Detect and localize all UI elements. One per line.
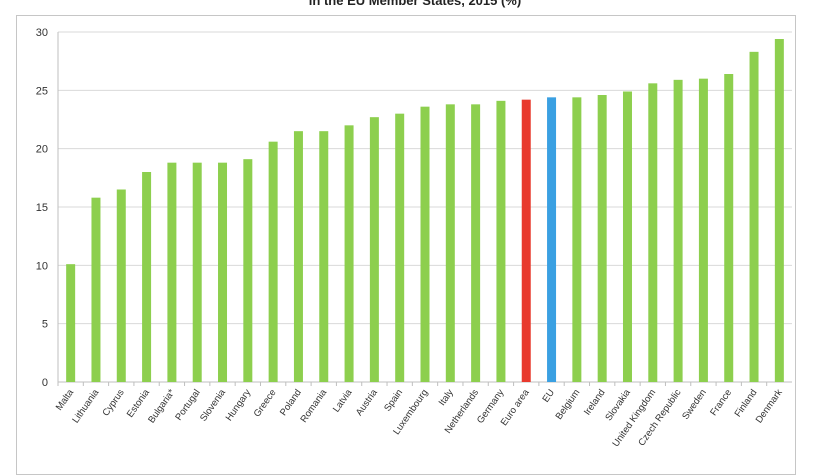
x-tick-label: Malta [54,387,77,413]
y-tick-label: 15 [36,202,48,214]
bar [319,131,329,382]
bar [243,159,253,382]
bar [445,104,455,382]
x-tick-label: Poland [278,387,304,418]
bar [597,95,607,382]
x-tick-label: Lithuania [70,387,102,425]
x-tick-label: Austria [354,387,380,418]
bar [218,162,228,382]
x-tick-label: France [708,387,734,418]
bar [293,131,303,382]
x-tick-label: Cyprus [100,387,126,418]
x-tick-label: Hungary [224,387,254,423]
bar [496,100,506,382]
x-tick-label: Latvia [331,387,355,415]
y-tick-label: 5 [42,319,48,331]
bar [648,83,658,382]
bar [572,97,582,382]
x-tick-label: Romania [298,387,329,425]
bar [420,106,430,383]
y-tick-label: 10 [36,260,48,272]
bar [91,197,101,382]
bar [66,264,76,382]
bar [547,97,557,382]
x-tick-label: Spain [382,387,405,413]
x-tick-label: Ireland [582,387,608,417]
bar [344,125,354,382]
bar [142,172,152,382]
y-tick-label: 0 [42,377,48,389]
x-tick-label: Belgium [554,387,583,421]
x-tick-label: EU [540,387,557,404]
bar [395,113,405,383]
bar [471,104,481,382]
bar [167,162,177,382]
y-tick-label: 25 [36,85,48,97]
bar [673,79,683,382]
y-tick-label: 20 [36,144,48,156]
bar [724,74,734,382]
x-tick-label: Greece [252,387,279,419]
bar [749,51,759,382]
x-tick-label: Italy [437,387,456,408]
y-tick-label: 30 [36,27,48,39]
bar [521,99,531,383]
x-tick-label: Sweden [680,387,709,421]
x-tick-label: Finland [733,387,760,419]
bar [698,78,708,383]
x-tick-label: Bulgaria* [146,387,177,425]
bar [774,39,784,382]
bar [622,91,632,382]
bar [192,162,202,382]
chart-title: in the EU Member States, 2015 (%) [308,0,522,8]
bar [268,141,278,382]
bar [116,189,126,382]
bar [369,117,379,383]
